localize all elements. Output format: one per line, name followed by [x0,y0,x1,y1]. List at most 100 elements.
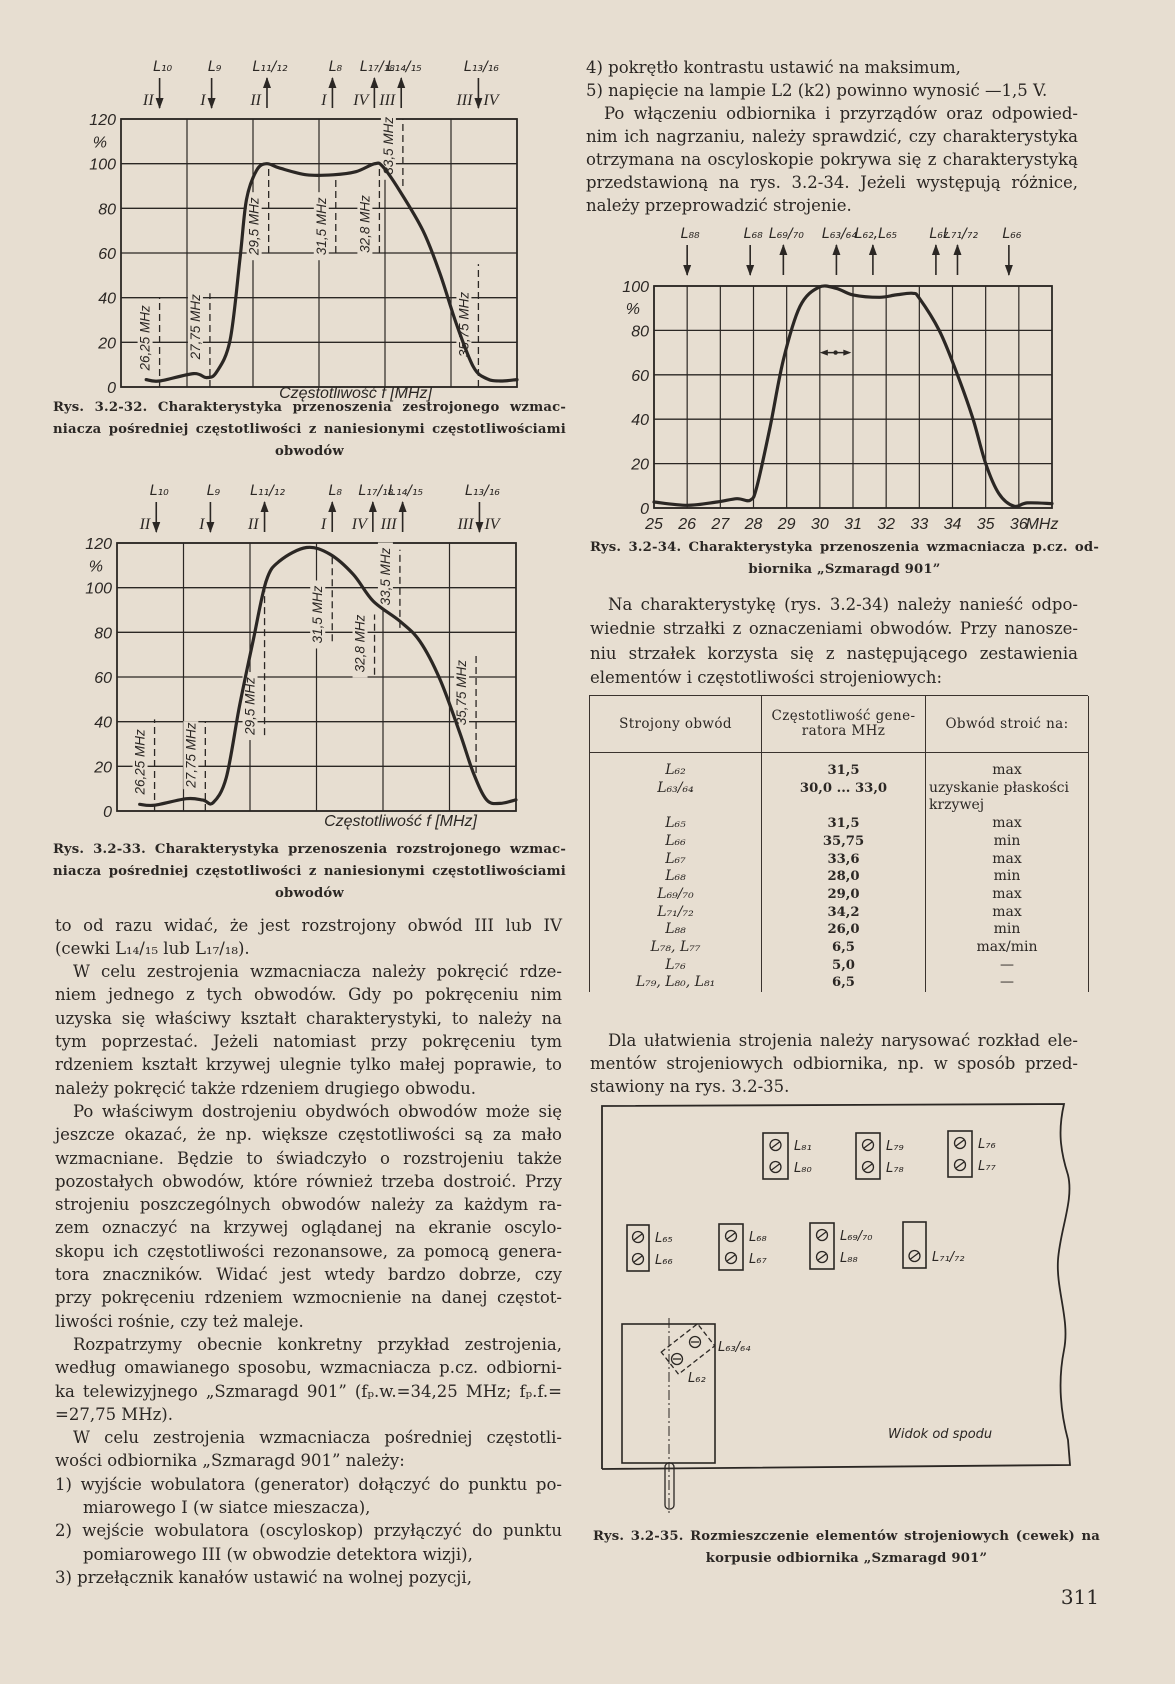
list-item-line: pomiarowego III (w obwodzie detektora wi… [83,1544,473,1564]
coil-label: L₆₆ [1002,226,1021,242]
arrow-up-icon [832,244,841,255]
tuning-screw-icon[interactable] [908,1249,921,1263]
tuning-screw-icon[interactable] [724,1251,738,1265]
frequency-marker-label: 27,75 MHz [183,722,198,789]
tuning-screw-icon[interactable] [861,1160,875,1174]
list-item-line: 3) przełącznik kanałów ustawić na wolnej… [55,1567,472,1587]
paragraph-line: W celu zestrojenia wzmacniacza pośrednie… [73,1428,562,1448]
figure-caption-line: biornika „Szmaragd 901” [748,562,941,577]
coil-label: L₁₄/₁₅ [387,59,422,75]
arrow-down-icon [474,98,483,109]
arrow-down-icon [207,98,216,109]
arrow-up-icon [953,244,962,255]
coil-box [902,1221,927,1269]
tuning-screw-icon[interactable] [688,1335,702,1349]
coil-box [762,1132,789,1180]
tuning-screw-icon[interactable] [670,1352,684,1366]
table-cell-frequency: 34,2 [761,903,926,922]
y-axis-unit: % [89,558,103,575]
coil-label: L₈₀ [794,1161,812,1176]
coil-label: L₇₁/₇₂ [943,226,978,242]
table-cell-circuit: L₇₉, L₈₀, L₈₁ [589,974,762,993]
tuning-screw-icon[interactable] [815,1250,829,1264]
tuning-screw-icon[interactable] [769,1160,782,1174]
frequency-marker-label: 29,5 MHz [243,677,258,736]
circuit-numeral: III [455,92,473,109]
x-tick-label: 26 [677,516,696,533]
table-cell-frequency: 6,5 [761,974,926,993]
table-cell-circuit: L₇₈, L₇₇ [589,939,762,957]
paragraph-line: Rozpatrzymy obecnie konkretny przykład z… [73,1334,562,1354]
marker-label-background [380,111,396,180]
paragraph-line: otrzymana na oscyloskopie pokrywa się z … [586,149,1078,169]
circuit-numeral: III [456,516,474,533]
plot-frame [116,542,517,812]
table-cell-circuit: L₆₅ [589,815,762,833]
tuning-screw-icon[interactable] [769,1138,782,1152]
y-tick-label: 120 [85,536,112,553]
tuning-screw-icon[interactable] [815,1228,829,1242]
coil-label: L₆₉/₇₀ [840,1229,873,1244]
table-cell-frequency: 29,0 [761,885,926,904]
x-tick-label: 29 [777,516,796,533]
circuit-numeral: II [247,516,259,533]
screw-slot [771,1163,780,1171]
table-cell-circuit: L₆₃/₆₄ [589,779,762,816]
table-cell-circuit: L₇₆ [589,956,762,975]
arrow-down-icon [1004,265,1013,276]
mounting-pin [664,1462,675,1510]
y-tick-label: 80 [631,323,649,340]
arrow-up-icon [328,77,337,88]
marker-label-background [242,672,258,741]
x-axis-label: Częstotliwość f [MHz] [324,813,477,830]
coil-label: L₇₆ [978,1137,996,1152]
frequency-marker-label: 32,8 MHz [353,614,368,672]
figure-caption-line: obwodów [275,444,344,459]
paragraph-line: przy pokręceniu rdzeniem wzmocnienie na … [55,1288,562,1308]
tuning-screw-icon[interactable] [724,1229,738,1243]
tuning-screw-icon[interactable] [631,1230,645,1244]
circuit-numeral: I [320,516,327,533]
circuit-numeral: I [199,92,206,109]
marker-label-background [132,727,148,796]
table-cell-tune-to: — [925,974,1089,993]
table-cell-circuit: L₆₇ [589,850,762,869]
paragraph-line: ka telewizyjnego „Szmaragd 901” (fₚ.w.=3… [55,1381,562,1401]
paragraph-line: nim ich nagrzaniu, należy sprawdzić, czy… [586,126,1078,146]
list-item-line: 1) wyjście wobulatora (generator) dołącz… [55,1474,562,1494]
paragraph-line: przedstawioną na rys. 3.2-34. Jeżeli wys… [586,172,1078,192]
arrow-up-icon [397,77,406,88]
coil-label: L₁₃/₁₆ [464,59,499,75]
coil-label: L₆₃/₆₄ [822,226,857,242]
coil-label: L₆₆ [655,1253,673,1268]
paragraph-line: skopu ich częstotliwości rezonansowe, za… [55,1241,562,1261]
circuit-numeral: IV [483,516,501,533]
coil-label: L₉ [208,59,222,75]
coil-box [718,1223,744,1271]
table-row: L₇₈, L₇₇ 6,5 max/min [589,939,1089,957]
frequency-marker-label: 29,5 MHz [247,197,262,256]
arrow-down-icon [152,522,161,533]
paragraph-line: należy przeprowadzić strojenie. [586,195,852,215]
screw-slot [771,1141,780,1149]
tuning-screw-icon[interactable] [953,1136,967,1150]
tuning-screw-icon[interactable] [631,1252,645,1266]
annotation-dot [833,350,838,355]
coil-label: L₈₁ [794,1139,812,1154]
coil-label: L₁₇/₁₈ [360,59,395,75]
coil-label: L₁₁/₁₂ [250,483,285,499]
circuit-numeral: IV [351,516,369,533]
frequency-marker-label: 26,25 MHz [133,729,148,796]
screw-slot [955,1161,965,1169]
tuning-screw-icon[interactable] [953,1158,967,1172]
tuning-screw-icon[interactable] [861,1138,875,1152]
paragraph-line: (cewki L₁₄/₁₅ lub L₁₇/₁₈). [55,938,250,958]
paragraph-line: elementów i częstotliwości strojeniowych… [590,668,943,688]
circuit-numeral: II [249,92,261,109]
paragraph-line: stawiony na rys. 3.2-35. [590,1076,790,1096]
screw-slot [863,1163,873,1171]
table-cell-tune-to: uzyskanie płaskości krzywej [925,779,1089,816]
marker-label-background [183,721,199,790]
x-tick-label: 27 [710,516,730,533]
arrow-down-icon [746,265,755,276]
